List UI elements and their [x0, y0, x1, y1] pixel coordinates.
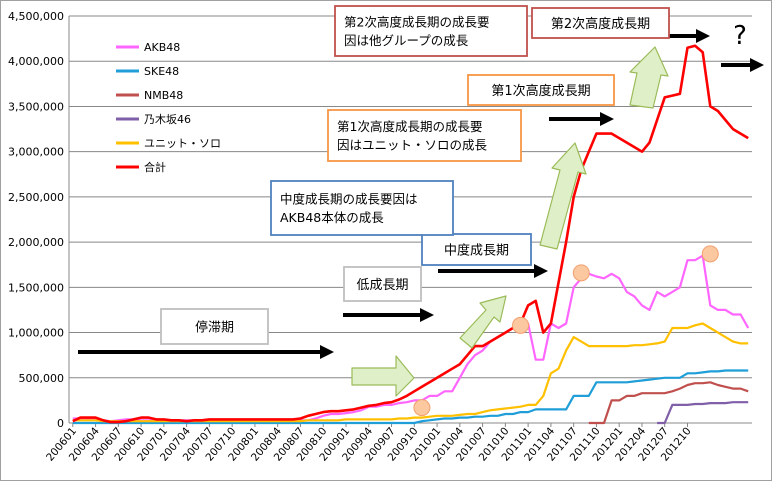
y-tick-label: 2,000,000	[8, 236, 64, 249]
second-high-growth-label-box	[531, 7, 670, 39]
highlight-dot	[701, 245, 719, 263]
growth-arrow-1	[351, 355, 415, 397]
y-tick-label: 4,500,000	[8, 10, 64, 23]
y-tick-label: 2,500,000	[8, 191, 64, 204]
second-high-growth-label: 第2次高度成長期	[531, 7, 670, 39]
low-growth-label-box	[343, 266, 422, 302]
y-tick-label: 0	[57, 417, 64, 430]
highlight-dot	[512, 316, 530, 334]
highlight-dot	[413, 399, 431, 417]
stagnation-label: 停滞期	[160, 308, 269, 345]
arrow-head	[750, 58, 764, 72]
legend-label: 合計	[144, 160, 166, 174]
growth-arrow-4	[629, 46, 669, 109]
low-growth-label-text: 低成長期	[356, 278, 408, 293]
period-arrow	[78, 345, 334, 359]
highlight-dot	[572, 264, 590, 282]
mid-growth-cause-label-text: AKB48本体の成長	[280, 210, 384, 225]
arrow-head	[420, 308, 434, 322]
second-high-growth-label-text: 第2次高度成長期	[551, 16, 650, 32]
mid-growth-label-box	[421, 233, 532, 266]
y-tick-label: 4,000,000	[8, 55, 64, 68]
legend-label: ユニット・ソロ	[144, 137, 221, 150]
first-high-growth-label-text: 第1次高度成長期	[491, 83, 590, 99]
legend-label: NMB48	[144, 89, 183, 102]
period-arrow	[343, 308, 434, 322]
y-tick-label: 1,500,000	[8, 281, 64, 294]
first-high-growth-cause-label-text: 第1次高度成長期の成長要	[337, 119, 482, 134]
period-arrow	[438, 264, 548, 278]
first-high-growth-cause-label-text: 因はユニット・ソロの成長	[337, 138, 488, 153]
y-tick-label: 500,000	[19, 372, 65, 385]
growth-arrow-3	[539, 142, 587, 250]
second-high-growth-cause-label-text: 第2次高度成長期の成長要	[344, 15, 489, 30]
series-line-SKE48	[72, 369, 749, 425]
mid-growth-cause-label-box	[270, 180, 454, 236]
y-tick-label: 3,000,000	[8, 146, 64, 159]
low-growth-label: 低成長期	[343, 266, 422, 302]
arrow-head	[320, 345, 334, 359]
period-arrow	[549, 112, 614, 126]
series-line-NMB48	[588, 381, 749, 425]
question-mark: ?	[733, 21, 747, 51]
legend-label: 乃木坂46	[144, 113, 191, 126]
second-high-growth-cause-label-box	[334, 5, 528, 57]
first-high-growth-cause-label-box	[327, 109, 522, 162]
mid-growth-label-text: 中度成長期	[444, 242, 509, 258]
series-line-合計	[72, 44, 749, 424]
arrow-head	[600, 112, 614, 126]
arrow-head	[696, 29, 710, 43]
first-high-growth-label-box	[467, 74, 615, 106]
growth-arrow-2	[459, 295, 507, 349]
y-tick-label: 3,500,000	[8, 100, 64, 113]
mid-growth-label: 中度成長期	[421, 233, 532, 266]
stagnation-label-box	[160, 308, 269, 345]
mid-growth-cause-label-text: 中度成長期の成長要因は	[280, 192, 418, 207]
y-tick-label: 1,000,000	[8, 327, 64, 340]
arrow-head	[534, 264, 548, 278]
legend-label: AKB48	[144, 41, 180, 54]
series-line-乃木坂46	[657, 401, 749, 425]
legend-label: SKE48	[144, 65, 179, 78]
period-arrow	[721, 58, 764, 72]
mid-growth-cause-label: 中度成長期の成長要因は AKB48本体の成長	[270, 180, 454, 236]
first-high-growth-label: 第1次高度成長期	[467, 74, 615, 106]
second-high-growth-cause-label-text: 因は他グループの成長	[344, 33, 469, 48]
stagnation-label-text: 停滞期	[195, 319, 234, 335]
